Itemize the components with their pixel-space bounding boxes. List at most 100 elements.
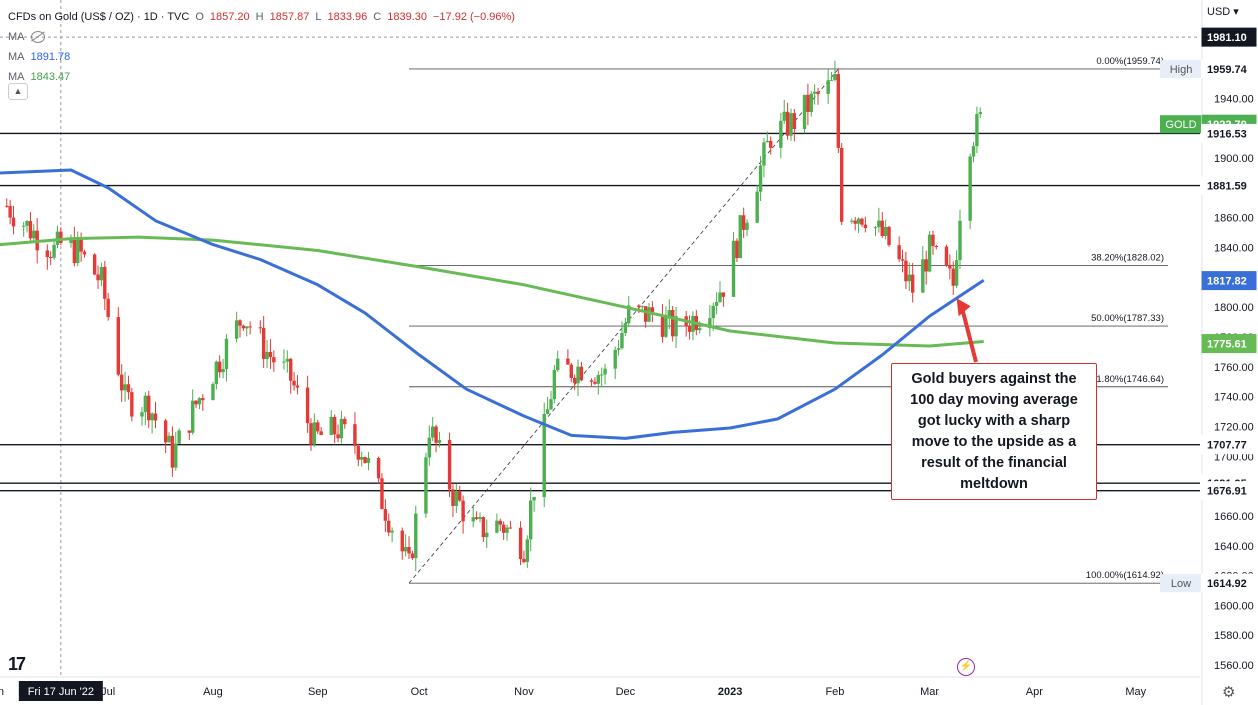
- currency-selector[interactable]: USD ▾: [1207, 6, 1239, 18]
- candle-body: [566, 358, 570, 365]
- candle-body: [292, 380, 296, 386]
- y-tick-label: 1940.00: [1214, 93, 1254, 105]
- fib-level-label: 38.20%(1828.02): [1091, 252, 1164, 263]
- price-tag: [1201, 27, 1257, 47]
- y-tick-label: 1800.00: [1214, 302, 1254, 314]
- candle-body: [187, 430, 191, 433]
- candle-body: [174, 443, 178, 468]
- candle-body: [376, 457, 381, 479]
- price-tag-label: 1775.61: [1207, 339, 1247, 351]
- candle-body: [289, 358, 293, 381]
- candle-body: [245, 326, 249, 329]
- price-tag-name: [1160, 59, 1201, 78]
- candle-body: [380, 478, 384, 510]
- annotation-text: Gold buyers against the 100 day moving a…: [910, 370, 1078, 492]
- x-tick-label: 2023: [718, 686, 742, 698]
- candle-body: [735, 240, 739, 259]
- candle-body: [32, 230, 36, 239]
- candle-body: [447, 440, 452, 490]
- candle-body: [190, 400, 195, 433]
- candle-body: [427, 437, 431, 458]
- candle-body: [305, 387, 310, 424]
- candle-body: [363, 457, 367, 463]
- candle-body: [731, 240, 736, 297]
- candle-body: [383, 509, 388, 521]
- candle-body: [931, 234, 935, 247]
- candle-body: [660, 314, 665, 337]
- candle-body: [687, 325, 692, 332]
- candle-body: [21, 225, 26, 227]
- ma200-row[interactable]: MA 1843.47: [8, 67, 515, 87]
- candle-body: [332, 416, 337, 435]
- candle-body: [458, 490, 462, 501]
- y-tick-label: 1740.00: [1214, 392, 1254, 404]
- price-tag-name-label: High: [1170, 64, 1193, 76]
- candle-body: [853, 220, 857, 224]
- candle-body: [474, 517, 479, 519]
- eye-off-icon[interactable]: [30, 31, 45, 43]
- y-tick-label: 1700.00: [1214, 451, 1254, 463]
- price-tag-label: 1676.91: [1207, 486, 1247, 498]
- annotation-box[interactable]: Gold buyers against the 100 day moving a…: [891, 363, 1097, 500]
- candle-body: [738, 215, 742, 259]
- candle-body: [542, 413, 546, 498]
- candle-body: [944, 246, 949, 266]
- candle-body: [336, 434, 340, 439]
- collapse-legend-button[interactable]: ▲: [8, 83, 28, 100]
- candle-body: [924, 259, 928, 272]
- candle-body: [921, 259, 925, 293]
- candle-body: [238, 320, 242, 326]
- candle-body: [836, 74, 841, 148]
- tradingview-logo[interactable]: 17: [8, 654, 26, 674]
- candle-body: [968, 156, 972, 221]
- candle-body: [8, 206, 12, 218]
- candle-body: [478, 517, 482, 519]
- candle-body: [887, 226, 891, 246]
- price-tag: [1201, 176, 1257, 196]
- candle-body: [812, 91, 817, 94]
- price-tag-label: 1817.82: [1207, 276, 1247, 288]
- candle-body: [877, 220, 881, 228]
- candle-body: [762, 142, 766, 166]
- candle-body: [958, 220, 962, 261]
- y-tick-label: 1600.00: [1214, 600, 1254, 612]
- price-tag: [1201, 481, 1257, 501]
- candle-body: [508, 527, 513, 529]
- candle-body: [366, 457, 371, 463]
- candle-body: [552, 370, 557, 400]
- candle-body: [79, 237, 83, 252]
- candle-body: [150, 413, 154, 421]
- candle-body: [140, 412, 144, 417]
- candle-body: [498, 520, 502, 525]
- lightning-icon[interactable]: ⚡: [957, 658, 975, 676]
- x-tick-label: Mar: [920, 686, 939, 698]
- candle-body: [82, 251, 87, 255]
- x-tick-label: Aug: [203, 686, 223, 698]
- candle-body: [954, 260, 959, 286]
- y-tick-label: 1760.00: [1214, 362, 1254, 374]
- ma-hidden-row[interactable]: MA: [8, 27, 515, 47]
- candle-body: [163, 420, 168, 443]
- candle-body: [319, 431, 323, 435]
- price-tag-label: 1707.77: [1207, 440, 1247, 452]
- x-tick-label: Jun: [0, 686, 4, 698]
- candle-body: [248, 326, 252, 328]
- candle-body: [589, 380, 594, 382]
- y-tick-label: 1840.00: [1214, 243, 1254, 255]
- candle-body: [312, 422, 317, 445]
- price-tag: [1201, 59, 1257, 79]
- candle-body: [25, 221, 29, 226]
- candle-body: [556, 358, 560, 371]
- candle-body: [900, 259, 905, 261]
- candle-body: [72, 239, 77, 264]
- x-tick-label: May: [1125, 686, 1146, 698]
- ma100-row[interactable]: MA 1891.78: [8, 47, 515, 67]
- candle-body: [718, 292, 722, 302]
- candle-body: [809, 93, 813, 112]
- gear-icon[interactable]: ⚙: [1222, 684, 1236, 701]
- candle-body: [741, 215, 746, 230]
- candle-body: [224, 338, 229, 370]
- candle-body: [529, 500, 533, 540]
- candle-body: [934, 246, 939, 248]
